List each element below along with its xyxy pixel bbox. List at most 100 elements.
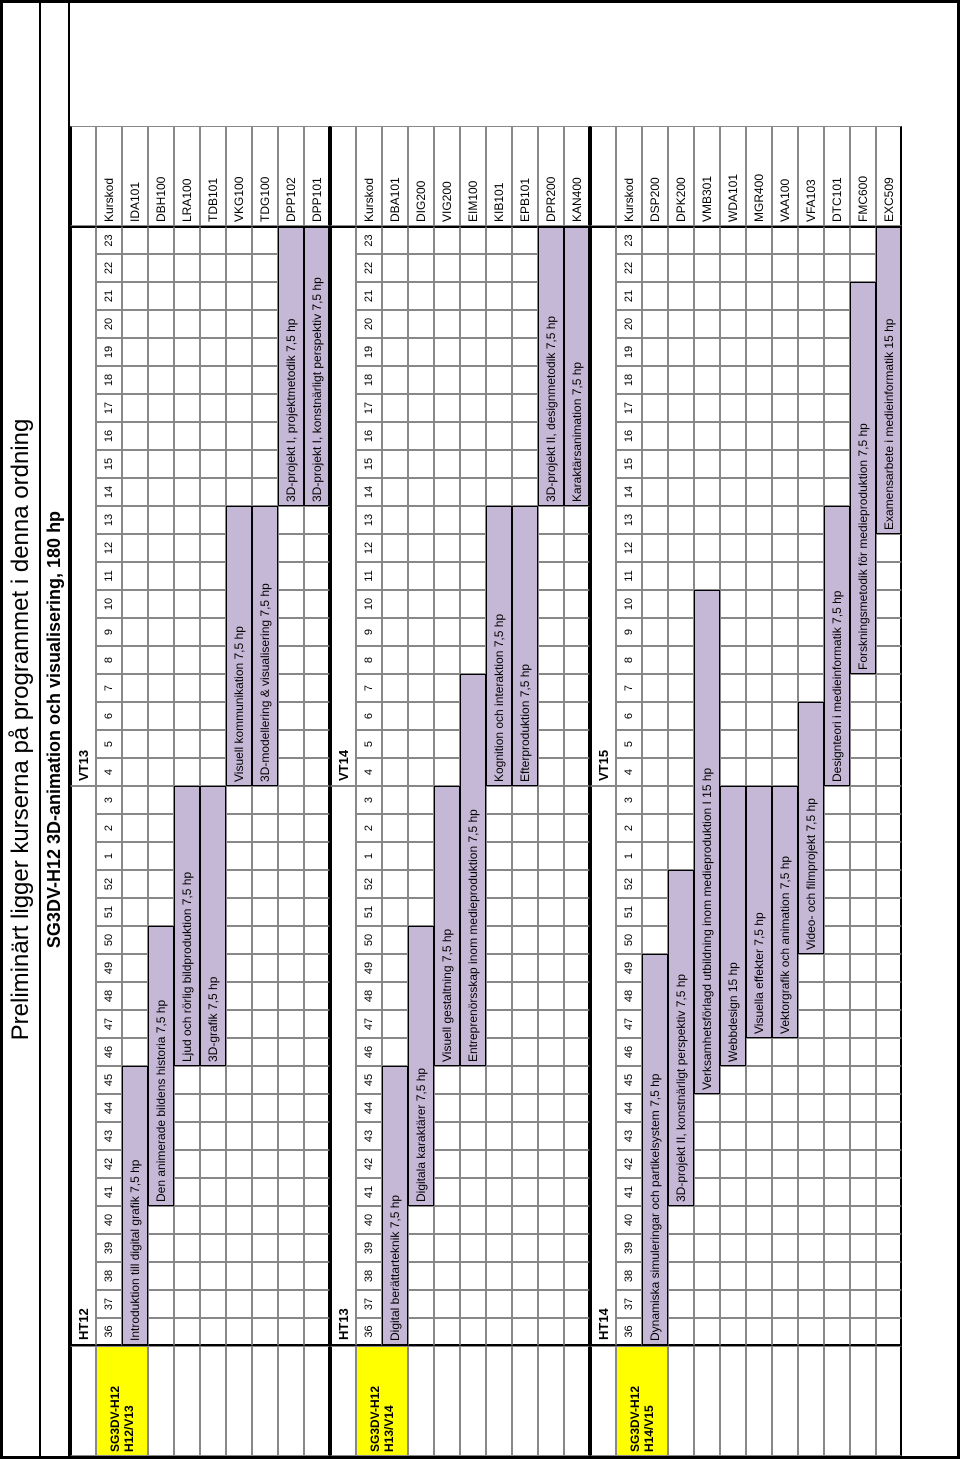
week-number: 16 bbox=[96, 422, 122, 450]
course-bar: Video- och filmprojekt 7,5 hp bbox=[798, 702, 824, 954]
week-number: 18 bbox=[356, 366, 382, 394]
week-number: 49 bbox=[96, 954, 122, 982]
week-number: 47 bbox=[356, 1010, 382, 1038]
week-number: 52 bbox=[356, 870, 382, 898]
course-code: DPK200 bbox=[668, 126, 694, 226]
semester-autumn-header: HT13 bbox=[330, 786, 356, 1346]
course-bar: 3D-modellering & visualisering 7,5 hp bbox=[252, 506, 278, 786]
week-number: 39 bbox=[616, 1234, 642, 1262]
week-number: 14 bbox=[616, 478, 642, 506]
week-number: 4 bbox=[356, 758, 382, 786]
week-number: 16 bbox=[356, 422, 382, 450]
week-number: 8 bbox=[96, 646, 122, 674]
course-code: WDA101 bbox=[720, 126, 746, 226]
week-number: 21 bbox=[96, 282, 122, 310]
week-number: 36 bbox=[96, 1318, 122, 1346]
week-number: 9 bbox=[616, 618, 642, 646]
week-number: 5 bbox=[616, 730, 642, 758]
week-number: 48 bbox=[356, 982, 382, 1010]
course-bar: Visuella effekter 7,5 hp bbox=[746, 786, 772, 1038]
week-number: 4 bbox=[96, 758, 122, 786]
course-code: DBH100 bbox=[148, 126, 174, 226]
program-code: SG3DV-H12 bbox=[628, 1386, 642, 1452]
week-number: 21 bbox=[356, 282, 382, 310]
week-number: 2 bbox=[96, 814, 122, 842]
week-number: 38 bbox=[96, 1262, 122, 1290]
week-number: 15 bbox=[356, 450, 382, 478]
course-bar: Introduktion till digital grafik 7,5 hp bbox=[122, 1066, 148, 1346]
course-bar: Digitala karaktärer 7,5 hp bbox=[408, 926, 434, 1206]
program-code: SG3DV-H12 bbox=[368, 1386, 382, 1452]
week-number: 36 bbox=[356, 1318, 382, 1346]
week-number: 19 bbox=[96, 338, 122, 366]
course-bar: Efterproduktion 7,5 hp bbox=[512, 506, 538, 786]
week-number: 22 bbox=[356, 254, 382, 282]
week-number: 12 bbox=[616, 534, 642, 562]
week-number: 37 bbox=[96, 1290, 122, 1318]
week-number: 22 bbox=[96, 254, 122, 282]
course-code: TDB101 bbox=[200, 126, 226, 226]
week-number: 13 bbox=[96, 506, 122, 534]
week-number: 11 bbox=[96, 562, 122, 590]
week-number: 6 bbox=[616, 702, 642, 730]
course-code: DPP101 bbox=[304, 126, 330, 226]
semester-spring-header: VT13 bbox=[70, 226, 96, 786]
week-number: 17 bbox=[616, 394, 642, 422]
week-number: 51 bbox=[96, 898, 122, 926]
course-bar: 3D-projekt I, projektmetodik 7,5 hp bbox=[278, 226, 304, 506]
week-number: 20 bbox=[616, 310, 642, 338]
week-number: 46 bbox=[616, 1038, 642, 1066]
week-number: 43 bbox=[356, 1122, 382, 1150]
year-label: SG3DV-H12H12/V13 bbox=[96, 1346, 148, 1456]
course-bar: Vektorgrafik och animation 7,5 hp bbox=[772, 786, 798, 1038]
kurskod-header: Kurskod bbox=[356, 126, 382, 226]
week-number: 2 bbox=[356, 814, 382, 842]
week-number: 17 bbox=[96, 394, 122, 422]
course-code: DPP102 bbox=[278, 126, 304, 226]
course-code: VKG100 bbox=[226, 126, 252, 226]
week-number: 1 bbox=[96, 842, 122, 870]
week-number: 47 bbox=[96, 1010, 122, 1038]
week-number: 3 bbox=[96, 786, 122, 814]
week-number: 45 bbox=[356, 1066, 382, 1094]
course-code: IDA101 bbox=[122, 126, 148, 226]
week-number: 15 bbox=[96, 450, 122, 478]
year-label: SG3DV-H12H14/V15 bbox=[616, 1346, 668, 1456]
week-number: 38 bbox=[616, 1262, 642, 1290]
week-number: 44 bbox=[616, 1094, 642, 1122]
course-bar: Designteori i medieinformatik 7,5 hp bbox=[824, 506, 850, 786]
week-number: 7 bbox=[356, 674, 382, 702]
week-number: 17 bbox=[356, 394, 382, 422]
week-number: 36 bbox=[616, 1318, 642, 1346]
week-number: 8 bbox=[356, 646, 382, 674]
week-number: 5 bbox=[96, 730, 122, 758]
week-number: 10 bbox=[96, 590, 122, 618]
week-number: 22 bbox=[616, 254, 642, 282]
course-bar: Karaktärsanimation 7,5 hp bbox=[564, 226, 590, 506]
week-number: 50 bbox=[96, 926, 122, 954]
week-number: 43 bbox=[616, 1122, 642, 1150]
week-number: 1 bbox=[616, 842, 642, 870]
course-bar: Forskningsmetodik för medieproduktion 7,… bbox=[850, 282, 876, 674]
week-number: 9 bbox=[356, 618, 382, 646]
year-code: H13/V14 bbox=[382, 1405, 396, 1452]
week-number: 49 bbox=[356, 954, 382, 982]
week-number: 51 bbox=[356, 898, 382, 926]
course-code: MGR400 bbox=[746, 126, 772, 226]
week-number: 13 bbox=[616, 506, 642, 534]
week-number: 8 bbox=[616, 646, 642, 674]
kurskod-header: Kurskod bbox=[616, 126, 642, 226]
course-code: EIM100 bbox=[460, 126, 486, 226]
course-code: DPR200 bbox=[538, 126, 564, 226]
kurskod-header: Kurskod bbox=[96, 126, 122, 226]
course-code: EXC509 bbox=[876, 126, 902, 226]
week-number: 40 bbox=[96, 1206, 122, 1234]
semester-spring-header: VT14 bbox=[330, 226, 356, 786]
week-number: 3 bbox=[616, 786, 642, 814]
week-number: 41 bbox=[96, 1178, 122, 1206]
week-number: 6 bbox=[96, 702, 122, 730]
week-number: 41 bbox=[616, 1178, 642, 1206]
course-bar: Kognition och interaktion 7,5 hp bbox=[486, 506, 512, 786]
week-number: 37 bbox=[616, 1290, 642, 1318]
week-number: 45 bbox=[616, 1066, 642, 1094]
